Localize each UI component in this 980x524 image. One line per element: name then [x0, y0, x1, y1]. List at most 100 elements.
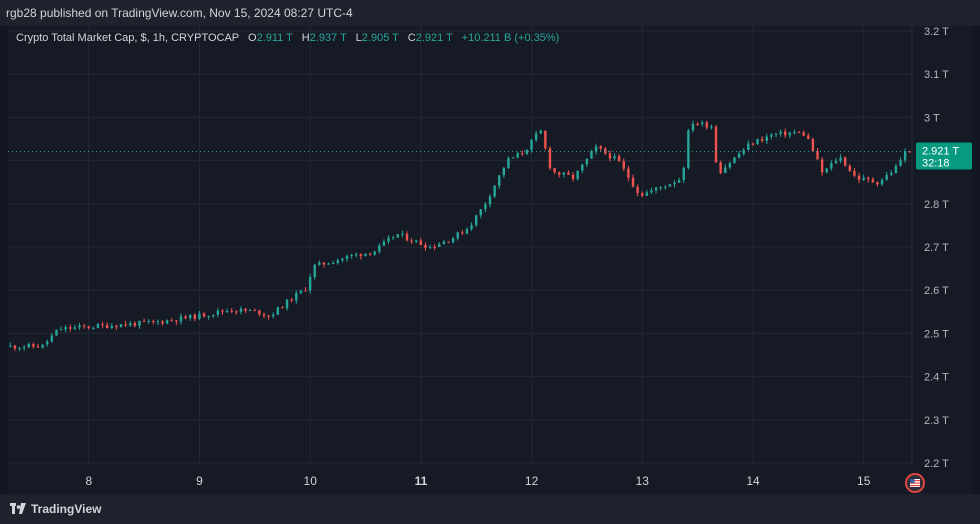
candle-body [152, 321, 155, 323]
candle-body [248, 310, 252, 312]
x-tick-label: 14 [746, 474, 760, 488]
candle-body [331, 262, 335, 264]
candle-body [599, 146, 602, 149]
y-tick-label: 2.7 T [924, 242, 949, 254]
candle-body [101, 324, 104, 326]
candle-body [364, 253, 367, 257]
y-tick-label: 2.6 T [924, 285, 949, 297]
candle-body [378, 245, 381, 252]
candle-body [728, 163, 732, 168]
candle-body [751, 143, 755, 145]
candle-body [484, 204, 487, 210]
candle-body [87, 326, 90, 328]
candle-body [890, 172, 893, 175]
candle-body [834, 160, 838, 164]
candle-body [258, 310, 261, 315]
candle-body [382, 241, 386, 246]
us-flag-icon[interactable] [905, 473, 925, 493]
candle-body [193, 314, 197, 320]
open-label: O [248, 32, 257, 44]
candle-body [714, 126, 718, 163]
ohlc-legend: Crypto Total Market Cap, $, 1h, CRYPTOCA… [16, 32, 559, 44]
candle-body [673, 182, 676, 185]
candle-body [511, 157, 515, 159]
candle-body [59, 329, 63, 331]
candle-body [765, 136, 768, 141]
x-tick-label: 12 [525, 474, 539, 488]
candle-body [848, 165, 851, 171]
open-value: 2.911 T [256, 32, 293, 44]
candle-body [327, 263, 330, 265]
candle-body [212, 314, 215, 317]
candle-body [73, 327, 77, 329]
candle-body [779, 131, 782, 134]
x-tick-label: 10 [304, 474, 318, 488]
candle-body [46, 341, 49, 345]
candle-body [355, 254, 358, 256]
candle-body [239, 308, 243, 312]
candle-body [585, 158, 589, 165]
candle-body [867, 177, 870, 180]
candle-body [350, 255, 353, 257]
candle-body [696, 123, 699, 125]
price-tag [916, 142, 972, 170]
candle-body [479, 209, 482, 216]
candle-body [807, 135, 810, 139]
chart-area[interactable]: 3.2 T3.1 T3 T2.9 T2.8 T2.7 T2.6 T2.5 T2.… [8, 26, 972, 494]
y-tick-label: 3.1 T [924, 69, 949, 81]
candle-body [562, 172, 566, 175]
candle-body [147, 321, 150, 323]
candle-body [530, 139, 533, 150]
candle-body [142, 320, 146, 322]
candle-body [456, 232, 459, 239]
candle-body [756, 139, 759, 145]
candle-body [207, 316, 210, 318]
candle-body [22, 347, 26, 349]
high-label: H [301, 32, 310, 44]
candle-body [391, 237, 395, 239]
candle-body [894, 165, 898, 173]
candlestick-chart[interactable]: 3.2 T3.1 T3 T2.9 T2.8 T2.7 T2.6 T2.5 T2.… [8, 26, 972, 494]
candle-body [622, 161, 625, 169]
candle-body [604, 148, 607, 154]
candle-body [216, 310, 220, 315]
tradingview-brand[interactable]: TradingView [10, 502, 101, 516]
candle-body [9, 345, 12, 347]
candle-body [774, 133, 778, 135]
candle-body [345, 255, 349, 259]
candle-body [438, 244, 441, 247]
candle-body [885, 174, 888, 180]
candle-body [553, 168, 556, 173]
candle-body [507, 158, 510, 168]
y-tick-label: 2.5 T [924, 328, 949, 340]
candle-body [18, 347, 21, 349]
candle-body [705, 122, 709, 128]
candle-body [747, 143, 750, 150]
x-tick-label: 8 [85, 474, 92, 488]
close-label: C [407, 32, 416, 44]
candle-body [608, 153, 612, 159]
candle-body [308, 277, 312, 291]
candle-body [336, 260, 339, 263]
candle-body [36, 346, 40, 348]
candle-body [428, 246, 432, 248]
candle-body [41, 344, 44, 348]
y-tick-label: 2.8 T [924, 199, 949, 211]
candle-body [447, 241, 450, 243]
candle-body [442, 241, 446, 245]
candle-body [908, 151, 911, 153]
candle-body [92, 327, 95, 329]
candle-body [27, 344, 30, 348]
candle-body [78, 325, 81, 328]
candle-body [576, 170, 579, 179]
candle-body [50, 335, 54, 342]
candle-body [788, 132, 792, 136]
candle-body [691, 123, 695, 131]
publisher-bar: rgb28 published on TradingView.com, Nov … [0, 0, 980, 26]
candle-body [184, 316, 187, 319]
candle-body [733, 157, 736, 164]
candle-body [179, 316, 183, 322]
low-label: L [355, 32, 362, 44]
candle-body [401, 233, 404, 235]
candle-body [405, 233, 409, 241]
